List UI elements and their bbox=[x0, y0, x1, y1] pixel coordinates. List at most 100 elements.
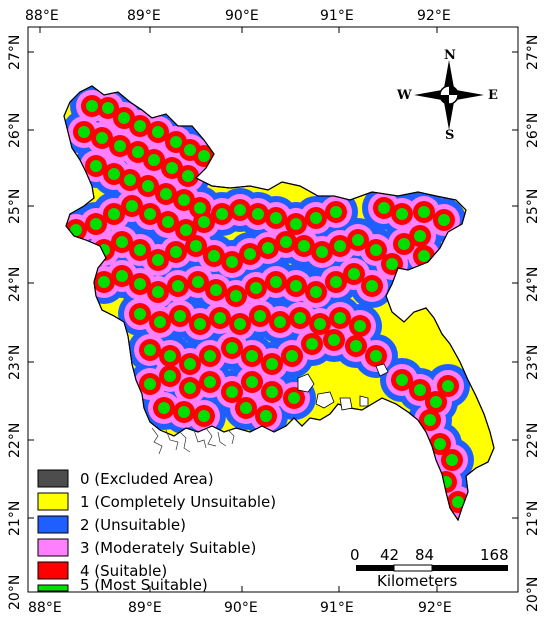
lat-label-right-23: 23°N bbox=[525, 345, 541, 380]
compass-west-label: W bbox=[396, 88, 412, 103]
buffer-green-34 bbox=[290, 218, 302, 230]
buffer-green-24 bbox=[108, 208, 120, 220]
buffer-green-21 bbox=[194, 202, 206, 214]
lon-label-bottom-90: 90°E bbox=[224, 600, 258, 616]
lon-label-bottom-89: 89°E bbox=[128, 600, 162, 616]
buffer-green-103 bbox=[204, 376, 216, 388]
buffer-green-5 bbox=[170, 136, 182, 148]
buffer-green-70 bbox=[270, 276, 282, 288]
buffer-green-32 bbox=[252, 208, 264, 220]
buffer-green-57 bbox=[334, 240, 346, 252]
buffer-green-65 bbox=[172, 280, 184, 292]
lon-label-top-92: 92°E bbox=[417, 8, 451, 24]
buffer-green-108 bbox=[396, 374, 408, 386]
buffer-green-26 bbox=[144, 208, 156, 220]
buffer-green-97 bbox=[328, 334, 340, 346]
buffer-green-15 bbox=[90, 160, 102, 172]
lon-label-bottom-88: 88°E bbox=[28, 600, 62, 616]
buffer-green-79 bbox=[194, 318, 206, 330]
north-arrow-compass: N S E W bbox=[396, 48, 498, 143]
buffer-green-118 bbox=[178, 406, 190, 418]
buffer-green-99 bbox=[370, 350, 382, 362]
lat-label-left-22: 22°N bbox=[7, 423, 23, 458]
buffer-green-80 bbox=[214, 312, 226, 324]
buffer-green-109 bbox=[414, 384, 426, 396]
buffer-green-112 bbox=[424, 414, 436, 426]
lat-label-left-24: 24°N bbox=[7, 267, 23, 302]
buffer-green-36 bbox=[330, 206, 342, 218]
buffer-green-6 bbox=[184, 144, 196, 156]
buffer-green-66 bbox=[192, 276, 204, 288]
buffer-green-75 bbox=[366, 280, 378, 292]
buffer-green-0 bbox=[86, 100, 98, 112]
legend-label-excluded: 0 (Excluded Area) bbox=[80, 470, 214, 488]
buffer-green-48 bbox=[170, 246, 182, 258]
legend-label-most-suitable: 5 (Most Suitable) bbox=[80, 576, 208, 594]
buffer-green-16 bbox=[108, 168, 120, 180]
legend-swatch-excluded bbox=[37, 469, 69, 488]
buffer-green-82 bbox=[254, 310, 266, 322]
buffer-green-42 bbox=[398, 238, 410, 250]
scale-tick-0: 0 bbox=[350, 546, 360, 564]
buffer-green-22 bbox=[70, 224, 82, 236]
buffer-green-85 bbox=[314, 318, 326, 330]
buffer-green-86 bbox=[334, 312, 346, 324]
buffer-green-88 bbox=[144, 344, 156, 356]
buffer-green-18 bbox=[142, 180, 154, 192]
buffer-green-93 bbox=[246, 350, 258, 362]
estuary-islands bbox=[297, 363, 389, 411]
buffer-green-11 bbox=[132, 146, 144, 158]
lon-label-top-88: 88°E bbox=[25, 8, 59, 24]
buffer-green-94 bbox=[266, 358, 278, 370]
buffer-green-43 bbox=[418, 250, 430, 262]
buffer-green-110 bbox=[430, 396, 442, 408]
graticule-ticks bbox=[28, 27, 518, 593]
buffer-green-98 bbox=[350, 340, 362, 352]
buffer-green-38 bbox=[396, 208, 408, 220]
buffer-green-20 bbox=[178, 194, 190, 206]
legend-swatch-moderately-suitable bbox=[37, 538, 69, 557]
lat-label-right-27: 27°N bbox=[525, 35, 541, 70]
lat-label-right-24: 24°N bbox=[525, 267, 541, 302]
buffer-green-45 bbox=[116, 236, 128, 248]
country-suitability-layer bbox=[63, 85, 495, 521]
buffer-green-40 bbox=[438, 214, 450, 226]
buffer-green-83 bbox=[274, 316, 286, 328]
legend-swatch-most-suitable bbox=[37, 584, 69, 592]
scale-tick-168: 168 bbox=[480, 546, 509, 564]
buffer-green-64 bbox=[152, 286, 164, 298]
lat-label-right-20: 20°N bbox=[525, 577, 541, 612]
legend-swatch-unsuitable bbox=[37, 515, 69, 534]
lat-label-left-27: 27°N bbox=[7, 35, 23, 70]
scale-tick-42: 42 bbox=[380, 546, 399, 564]
buffer-green-121 bbox=[260, 410, 272, 422]
buffer-green-3 bbox=[134, 120, 146, 132]
buffer-green-71 bbox=[290, 280, 302, 292]
buffer-green-63 bbox=[134, 278, 146, 290]
buffer-green-37 bbox=[378, 202, 390, 214]
compass-south-label: S bbox=[445, 128, 454, 143]
legend-label-suitable: 4 (Suitable) bbox=[80, 562, 167, 580]
buffer-green-51 bbox=[226, 256, 238, 268]
buffer-green-84 bbox=[294, 312, 306, 324]
buffer-green-25 bbox=[126, 200, 138, 212]
buffer-green-111 bbox=[442, 380, 454, 392]
buffer-green-90 bbox=[184, 358, 196, 370]
buffer-green-53 bbox=[262, 242, 274, 254]
buffer-green-114 bbox=[446, 454, 458, 466]
compass-east-label: E bbox=[488, 88, 498, 103]
buffer-green-92 bbox=[226, 342, 238, 354]
buffer-green-41 bbox=[414, 230, 426, 242]
sundarbans-texture bbox=[151, 427, 235, 455]
lat-label-left-20: 20°N bbox=[7, 575, 23, 610]
buffer-green-91 bbox=[204, 350, 216, 362]
buffer-green-56 bbox=[316, 246, 328, 258]
buffer-green-77 bbox=[154, 316, 166, 328]
lon-label-top-90: 90°E bbox=[225, 8, 259, 24]
buffer-green-89 bbox=[164, 350, 176, 362]
legend: 0 (Excluded Area) 1 (Completely Unsuitab… bbox=[37, 469, 276, 594]
buffer-green-55 bbox=[298, 240, 310, 252]
buffer-green-39 bbox=[418, 206, 430, 218]
lon-label-top-91: 91°E bbox=[320, 8, 354, 24]
